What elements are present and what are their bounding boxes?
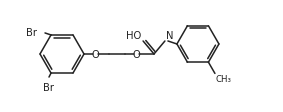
Text: Br: Br bbox=[26, 28, 37, 38]
Text: HO: HO bbox=[126, 31, 141, 41]
Text: N: N bbox=[166, 31, 173, 41]
Text: O: O bbox=[91, 50, 99, 59]
Text: CH₃: CH₃ bbox=[216, 75, 232, 84]
Text: Br: Br bbox=[42, 82, 53, 92]
Text: O: O bbox=[132, 50, 140, 59]
